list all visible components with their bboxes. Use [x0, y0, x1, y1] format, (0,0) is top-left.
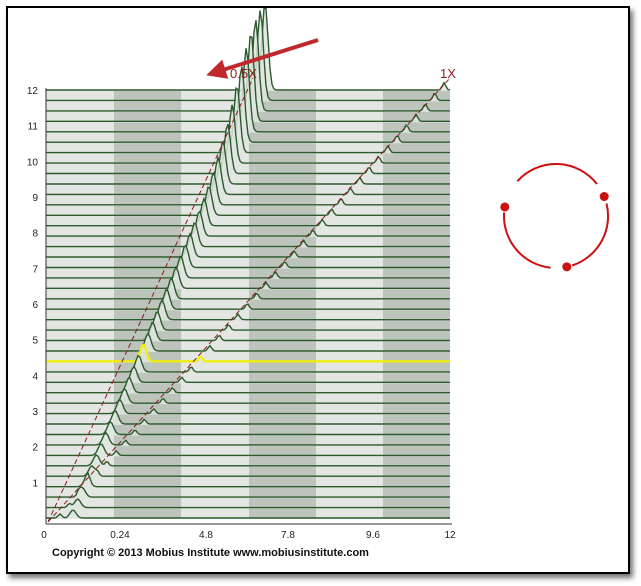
y-tick-label: 3 — [32, 407, 38, 418]
spectrum-trace — [46, 354, 450, 373]
spectrum-trace — [46, 509, 450, 519]
trace-fill — [46, 473, 450, 488]
spectrum-trace — [46, 222, 450, 248]
y-tick-label: 4 — [32, 371, 38, 382]
spectrum-trace — [46, 298, 450, 321]
y-tick-label: 1 — [32, 478, 38, 489]
spectrum-trace — [46, 104, 450, 164]
orbit-arc — [503, 212, 551, 269]
spectrum-traces — [46, 8, 451, 519]
y-tick-label: 9 — [32, 193, 38, 204]
background-band — [249, 90, 316, 518]
spectrum-trace — [46, 331, 450, 352]
spectrum-trace — [46, 420, 450, 436]
spectrum-trace — [46, 265, 450, 289]
order-label: 0.5X — [230, 66, 257, 81]
orbit-marker — [599, 192, 609, 202]
spectrum-trace — [46, 155, 450, 196]
spectrum-trace — [46, 196, 450, 227]
trace-fill — [46, 388, 450, 405]
spectrum-trace — [46, 464, 450, 477]
orbit-marker — [562, 262, 572, 272]
spectrum-trace — [46, 471, 450, 488]
spectrum-trace — [46, 410, 450, 425]
x-tick-label: 12 — [444, 530, 456, 541]
spectrum-trace — [46, 443, 450, 457]
y-tick-label: 11 — [28, 122, 39, 133]
spectrum-trace — [46, 186, 450, 216]
y-tick-label: 2 — [32, 443, 38, 454]
y-tick-label: 10 — [27, 157, 39, 168]
spectrum-trace — [46, 321, 450, 342]
x-tick-label: 7.8 — [281, 530, 295, 541]
y-tick-label: 5 — [32, 336, 38, 347]
spectrum-trace — [46, 244, 450, 269]
trace-fill — [46, 378, 450, 394]
spectrum-trace — [46, 431, 450, 446]
spectrum-trace — [46, 255, 450, 279]
spectrum-trace — [46, 387, 450, 404]
trace-fill — [46, 344, 450, 363]
pointer-arrow — [206, 38, 319, 79]
trace-fill — [46, 289, 450, 311]
x-tick-label: 4.8 — [199, 530, 213, 541]
orbit-marker — [500, 202, 510, 212]
spectrum-trace — [46, 288, 450, 310]
order-line-1 — [47, 77, 451, 523]
x-tick-label: 9.6 — [366, 530, 380, 541]
spectrum-trace — [46, 453, 450, 467]
spectrum-trace — [46, 123, 450, 175]
y-tick-label: 7 — [32, 264, 38, 275]
figure-frame: 0.5X 1X 0 0.24 4.8 7.8 9.6 12 1 2 3 4 5 6 7 8 9 10 11 12 C… — [6, 6, 630, 574]
y-tick-label: 12 — [27, 86, 39, 97]
spectrum-trace — [46, 232, 450, 258]
copyright-text: Copyright © 2013 Mobius Institute www.mo… — [52, 547, 369, 559]
y-tick-label: 8 — [32, 229, 38, 240]
orbit-arc — [571, 203, 610, 267]
spectrum-trace — [46, 141, 450, 185]
background-band — [383, 90, 450, 518]
trace-fill — [46, 48, 450, 133]
spectrum-trace — [46, 377, 450, 394]
trace-fill — [46, 487, 450, 499]
x-tick-label: 0.24 — [110, 530, 130, 541]
x-tick-label: 0 — [41, 530, 47, 541]
orbit-plot — [500, 163, 610, 272]
trace-fill — [46, 333, 450, 352]
order-line-0.5 — [47, 77, 254, 523]
order-label: 1X — [440, 66, 456, 81]
highlighted-trace — [46, 343, 450, 363]
orbit-arc — [516, 163, 598, 185]
spectrum-trace — [46, 498, 450, 509]
spectrum-trace — [46, 486, 450, 498]
order-lines: 0.5X 1X — [47, 66, 456, 523]
spectrum-trace — [46, 209, 450, 237]
spectrum-trace — [46, 171, 450, 206]
spectrum-trace — [46, 277, 450, 300]
spectrum-trace — [46, 365, 450, 383]
background-band — [181, 90, 249, 518]
background-band — [316, 90, 383, 518]
spectrum-trace — [46, 310, 450, 331]
background-bands — [46, 90, 450, 518]
spectrum-trace — [46, 66, 450, 143]
y-tick-label: 6 — [32, 300, 38, 311]
